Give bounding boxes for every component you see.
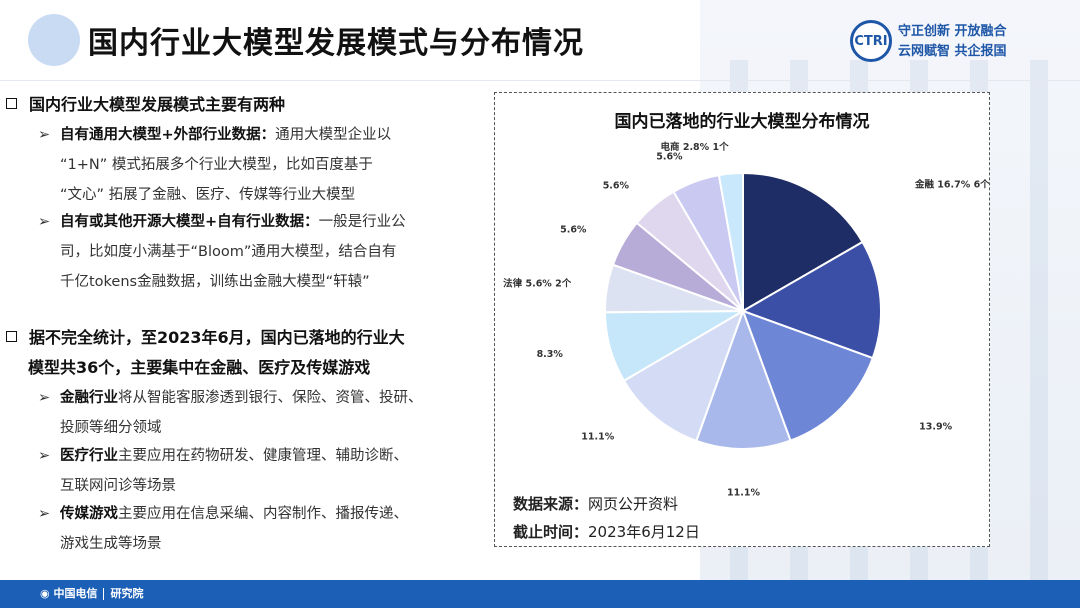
- slogan-line-2: 云网赋智 共企报国: [898, 44, 1007, 59]
- pie-slice: [740, 240, 882, 360]
- pie-chart: 金融 16.7% 6个 13.9% 13.9% 11.1% 11.1% 8.3% 法律 5.…: [503, 141, 989, 498]
- title-decoration-circle: [28, 14, 80, 66]
- slice-label: 11.1%: [581, 432, 614, 443]
- sub-point-4: ➢ 医疗行业主要应用在药物研发、健康管理、辅助诊断、 互联网问诊等场景: [38, 441, 468, 501]
- slice-label: 电商 2.8% 1个: [661, 141, 730, 153]
- chart-panel: 国内已落地的行业大模型分布情况 金融 16.7% 6个 13.9% 13.9% 11.…: [494, 92, 990, 547]
- sub-point-2: ➢ 自有或其他开源大模型+自有行业数据：一般是行业公 司，比如度小满基于“Bloo…: [38, 207, 468, 297]
- slice-label: 法律 5.6% 2个: [503, 277, 572, 289]
- slice-label: 8.3%: [537, 349, 564, 360]
- arrow-bullet-icon: ➢: [38, 214, 51, 230]
- pie-slice: [741, 309, 875, 442]
- pie-slice: [742, 171, 864, 313]
- cutoff-date: 截止时间：2023年6月12日: [513, 523, 700, 541]
- slogan-line-1: 守正创新 开放融合: [898, 24, 1007, 39]
- slice-label: 金融 16.7% 6个: [914, 178, 989, 190]
- sub-point-3: ➢ 金融行业将从智能客服渗透到银行、保险、资管、投研、 投顾等细分领域: [38, 383, 468, 443]
- slice-label: 11.1%: [727, 487, 760, 498]
- slice-label: 13.9%: [919, 421, 952, 432]
- point-2: 据不完全统计，至2023年6月，国内已落地的行业大 模型共36个，主要集中在金融…: [6, 323, 466, 383]
- data-source: 数据来源：网页公开资料: [513, 495, 679, 513]
- sub-point-5: ➢ 传媒游戏主要应用在信息采编、内容制作、播报传递、 游戏生成等场景: [38, 499, 468, 559]
- slice-label: 5.6%: [560, 224, 587, 235]
- pie-slice: [622, 308, 745, 443]
- arrow-bullet-icon: ➢: [38, 448, 51, 464]
- square-bullet-icon: [6, 331, 17, 342]
- footer-brand: ◉ 中国电信 研究院: [40, 587, 144, 600]
- square-bullet-icon: [6, 98, 17, 109]
- arrow-bullet-icon: ➢: [38, 506, 51, 522]
- arrow-bullet-icon: ➢: [38, 127, 51, 143]
- page-title: 国内行业大模型发展模式与分布情况: [88, 26, 584, 61]
- header-divider: [0, 80, 1080, 81]
- slogan: 守正创新 开放融合 云网赋智 共企报国: [898, 22, 1007, 62]
- slice-label: 13.9%: [988, 319, 989, 330]
- footer-bar: ◉ 中国电信 研究院: [0, 580, 1080, 608]
- china-telecom-logo-icon: ◉: [40, 587, 50, 600]
- arrow-bullet-icon: ➢: [38, 390, 51, 406]
- sub-point-1: ➢ 自有通用大模型+外部行业数据：通用大模型企业以 “1+N” 模式拓展多个行业大…: [38, 120, 468, 210]
- pie-slice: [695, 308, 792, 450]
- ctri-logo-icon: CTRI: [850, 20, 892, 62]
- slide-header: 国内行业大模型发展模式与分布情况 CTRI 守正创新 开放融合 云网赋智 共企报…: [0, 0, 1080, 80]
- slice-label: 5.6%: [603, 180, 630, 191]
- slice-label: 5.6%: [656, 152, 683, 163]
- chart-title: 国内已落地的行业大模型分布情况: [614, 112, 870, 132]
- pie-slice: [717, 171, 744, 312]
- point-1: 国内行业大模型发展模式主要有两种: [6, 90, 285, 120]
